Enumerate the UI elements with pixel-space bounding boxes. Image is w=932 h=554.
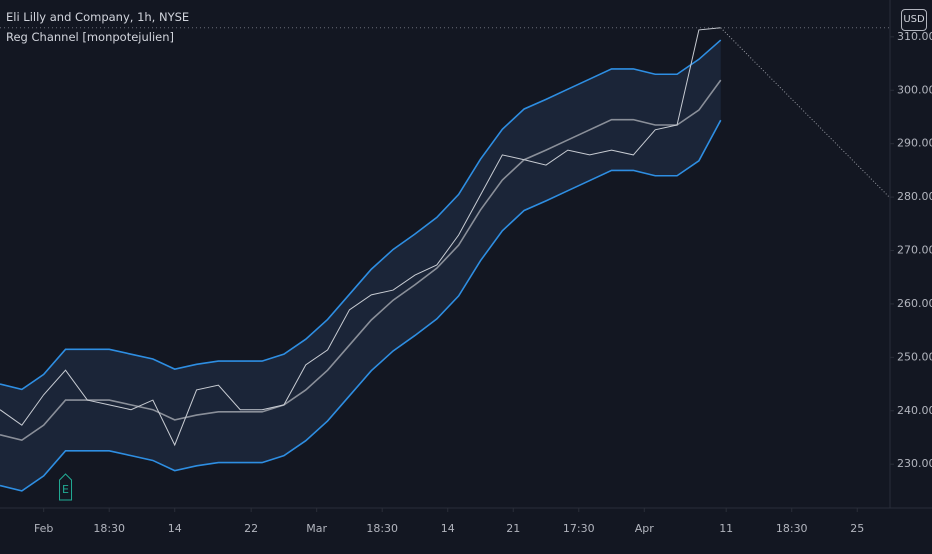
- x-tick-label: 25: [850, 522, 864, 535]
- x-tick-label: Feb: [34, 522, 53, 535]
- x-tick-label: 18:30: [776, 522, 808, 535]
- series-line: [0, 79, 722, 442]
- y-tick-label: 240.00: [897, 404, 932, 417]
- projection-line: [720, 27, 891, 199]
- y-tick-label: 310.00: [897, 30, 932, 43]
- x-tick-label: 11: [719, 522, 733, 535]
- x-tick-label: 18:30: [366, 522, 398, 535]
- y-tick-label: 230.00: [897, 457, 932, 470]
- chart-title: Eli Lilly and Company, 1h, NYSE: [6, 10, 190, 24]
- x-tick-label: 18:30: [93, 522, 125, 535]
- y-tick-label: 250.00: [897, 350, 932, 363]
- y-tick-label: 270.00: [897, 244, 932, 257]
- y-tick-label: 300.00: [897, 83, 932, 96]
- y-tick-label: 290.00: [897, 137, 932, 150]
- x-tick-label: 22: [244, 522, 258, 535]
- series-line: [0, 39, 722, 391]
- series-line: [0, 27, 721, 447]
- indicator-name: Reg Channel [monpotejulien]: [6, 30, 175, 44]
- earnings-marker: [59, 473, 73, 501]
- series-line: [0, 119, 722, 492]
- x-tick-label: 14: [168, 522, 182, 535]
- earnings-label: E: [62, 483, 69, 496]
- x-tick-label: Apr: [635, 522, 655, 535]
- x-tick-label: 14: [441, 522, 455, 535]
- y-tick-label: 280.00: [897, 190, 932, 203]
- x-tick-label: Mar: [306, 522, 327, 535]
- x-tick-label: 21: [506, 522, 520, 535]
- x-tick-label: 17:30: [563, 522, 595, 535]
- currency-button[interactable]: USD: [901, 9, 927, 31]
- y-tick-label: 260.00: [897, 297, 932, 310]
